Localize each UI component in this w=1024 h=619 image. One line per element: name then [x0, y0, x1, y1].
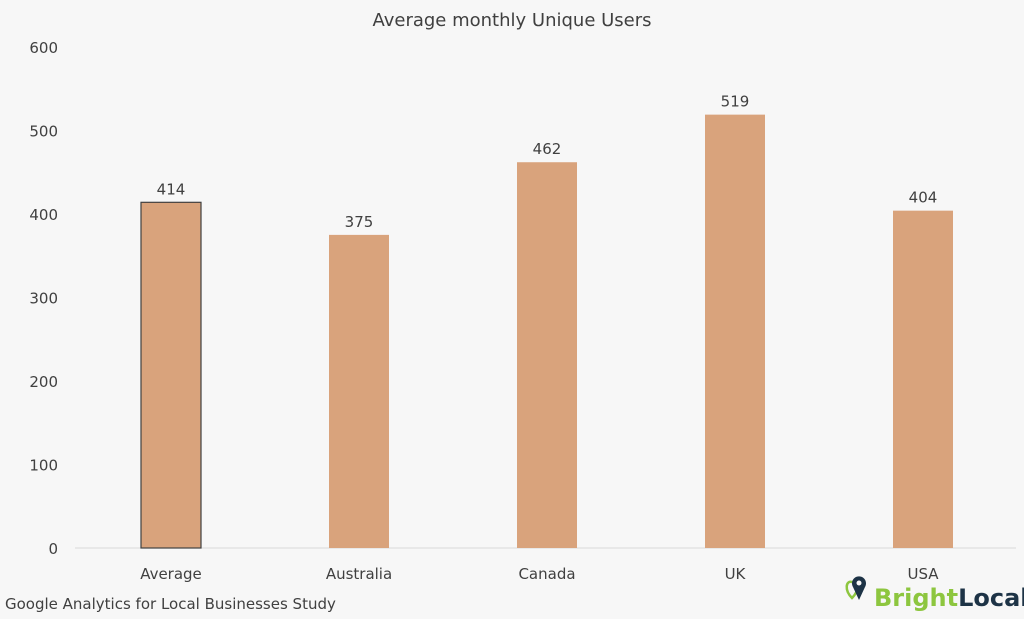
brightlocal-logo: BrightLocal — [845, 576, 1024, 612]
x-axis: Average Australia Canada UK USA — [140, 565, 939, 583]
y-axis: 0 100 200 300 400 500 600 — [29, 39, 58, 558]
data-label: 375 — [345, 213, 374, 231]
y-tick-label: 400 — [29, 206, 58, 224]
x-tick-label: Australia — [326, 565, 392, 583]
data-label: 404 — [909, 189, 938, 207]
data-label: 519 — [721, 93, 750, 111]
bar-average — [140, 201, 202, 549]
x-tick-label: Average — [140, 565, 202, 583]
chart-title: Average monthly Unique Users — [372, 10, 651, 31]
x-tick-label: Canada — [518, 565, 575, 583]
x-tick-label: USA — [907, 565, 939, 583]
y-tick-label: 200 — [29, 373, 58, 391]
y-tick-label: 500 — [29, 123, 58, 141]
bar-australia — [329, 234, 389, 548]
bar-uk — [705, 114, 765, 548]
y-tick-label: 600 — [29, 39, 58, 57]
y-tick-label: 300 — [29, 290, 58, 308]
svg-text:BrightLocal: BrightLocal — [874, 584, 1024, 612]
bars: 414 375 462 519 404 — [140, 93, 953, 549]
source-note: Google Analytics for Local Businesses St… — [5, 595, 336, 613]
y-tick-label: 0 — [48, 540, 58, 558]
map-pin-heart-icon — [845, 576, 866, 600]
data-label: 462 — [533, 140, 562, 158]
data-label: 414 — [157, 180, 186, 198]
x-tick-label: UK — [725, 565, 747, 583]
bar-canada — [517, 162, 577, 549]
y-tick-label: 100 — [29, 457, 58, 475]
bar-usa — [893, 210, 953, 548]
